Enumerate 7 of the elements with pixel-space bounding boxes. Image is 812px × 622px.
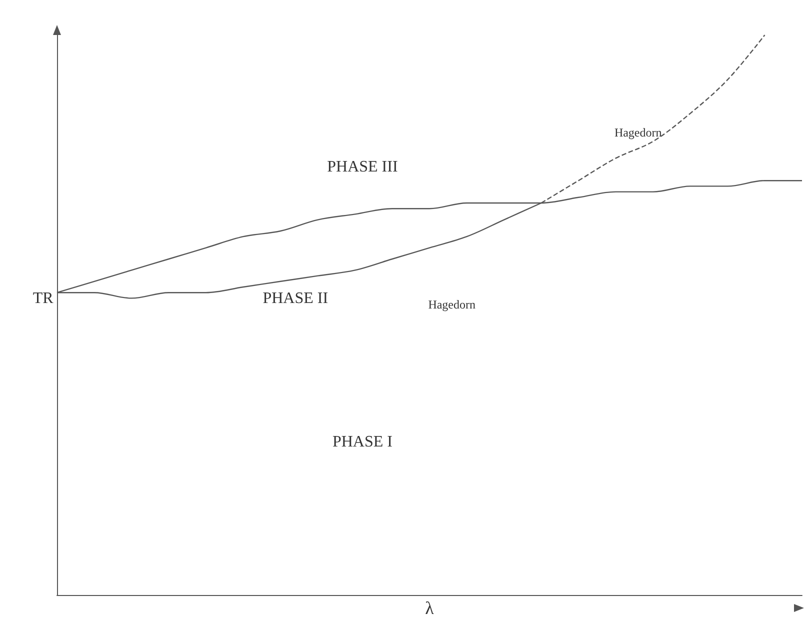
annotation: PHASE I bbox=[332, 433, 392, 450]
text: TR bbox=[32, 290, 54, 308]
annotation: Hagedorn bbox=[614, 125, 662, 140]
annotation: PHASE III bbox=[327, 158, 398, 176]
x-axis-title: λ bbox=[425, 598, 434, 618]
annotation: PHASE II bbox=[262, 290, 328, 308]
annotation: Hagedorn bbox=[428, 297, 476, 312]
